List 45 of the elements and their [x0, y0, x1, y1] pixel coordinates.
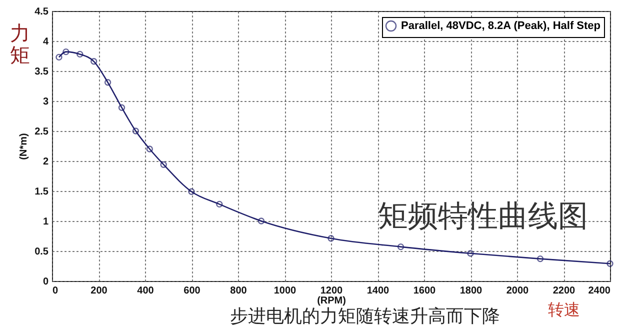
- x-tick-label: 1800: [460, 286, 483, 296]
- point: [104, 79, 112, 86]
- x-tick-label: 2400: [588, 286, 611, 296]
- point: [467, 250, 474, 257]
- y-tick-label: 0: [42, 276, 49, 288]
- point: [160, 161, 167, 168]
- legend-label: Parallel, 48VDC, 8.2A (Peak), Half Step: [401, 20, 601, 32]
- text: 转速: [548, 300, 580, 321]
- x-tick-label: 2200: [552, 286, 576, 296]
- point: [397, 243, 404, 250]
- point: [328, 235, 334, 242]
- x-tick-label: 1400: [366, 286, 390, 296]
- y-tick-label: 3: [42, 96, 49, 108]
- x-tick-label: 1600: [413, 286, 436, 296]
- x-tick-label: 800: [230, 286, 248, 296]
- y-tick-label: 4: [42, 36, 49, 48]
- point: [118, 104, 126, 111]
- y-tick-label: 1.5: [34, 186, 49, 198]
- x-tick-label: 200: [90, 286, 108, 296]
- x-tick-label: 1200: [320, 286, 344, 296]
- x-tick-label: 0: [52, 286, 58, 296]
- annotation: 矩频特性曲线图: [378, 198, 588, 236]
- y-tick-label: 1: [42, 216, 49, 228]
- text: 步进电机的力矩随转速升高而下降: [230, 306, 500, 328]
- y-tick-label: 3.5: [34, 66, 49, 78]
- y-tick-label: 2: [42, 156, 49, 168]
- point: [132, 128, 140, 134]
- y-tick-label: 0.5: [34, 246, 49, 258]
- y-axis-title: (N*m): [18, 133, 30, 160]
- x-tick-label: 600: [184, 286, 201, 296]
- point: [258, 218, 265, 224]
- point: [62, 48, 70, 56]
- point: [536, 255, 544, 262]
- x-tick-label: 1000: [274, 286, 297, 296]
- point: [90, 58, 98, 65]
- point: [146, 146, 153, 152]
- point: [188, 188, 195, 195]
- point: [76, 50, 84, 58]
- text: 力矩: [10, 21, 31, 67]
- y-tick-label: 4.5: [34, 6, 49, 18]
- x-tick-label: 2000: [506, 286, 530, 296]
- x-tick-label: 400: [137, 286, 154, 296]
- point: [216, 200, 223, 208]
- y-tick-label: 2.5: [34, 126, 49, 138]
- x-axis-title: (RPM): [317, 296, 346, 306]
